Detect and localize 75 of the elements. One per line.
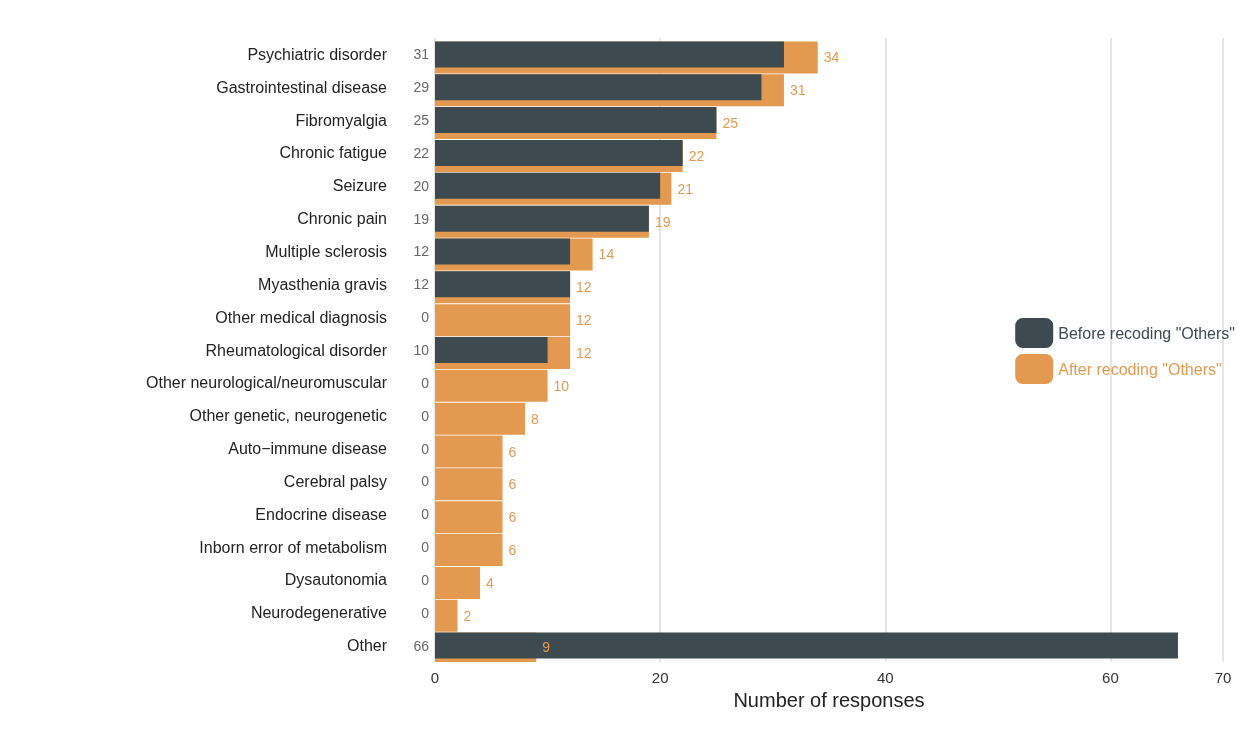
data-label: 19 [413, 210, 430, 227]
data-label: 0 [421, 604, 430, 621]
x-tick-label: 0 [430, 669, 440, 686]
data-label: 0 [421, 407, 430, 424]
data-label: 12 [413, 276, 430, 293]
data-label: 14 [598, 246, 615, 263]
data-label: 29 [413, 79, 430, 96]
data-label: 31 [413, 46, 430, 63]
y-tick-label: Myasthenia gravis [258, 275, 387, 293]
y-tick-label: Gastrointestinal disease [216, 78, 388, 96]
y-tick-label: Dysautonomia [284, 571, 388, 589]
y-tick-label: Inborn error of metabolism [199, 538, 387, 556]
y-tick-label: Rheumatological disorder [205, 341, 388, 359]
data-label: 22 [413, 144, 430, 161]
data-label: 0 [421, 571, 430, 588]
bar [435, 271, 571, 298]
data-label: 12 [576, 279, 592, 296]
data-label: 0 [421, 440, 430, 457]
y-tick-label: Other [346, 637, 388, 655]
data-label: 0 [421, 506, 430, 523]
y-tick-label: Other medical diagnosis [215, 308, 387, 326]
bar [435, 74, 762, 101]
data-label: 12 [576, 345, 592, 361]
data-label: 20 [413, 177, 430, 194]
y-tick-label: Seizure [332, 177, 388, 195]
data-label: 22 [688, 147, 705, 164]
data-label: 6 [508, 476, 517, 493]
y-tick-label: Neurodegenerative [250, 604, 388, 622]
data-label: 0 [421, 309, 430, 326]
data-label: 9 [542, 639, 551, 656]
data-label: 0 [421, 374, 430, 391]
data-label: 6 [508, 443, 517, 460]
data-label: 25 [413, 112, 430, 129]
y-tick-label: Endocrine disease [255, 505, 388, 523]
y-tick-label: Other genetic, neurogenetic [189, 407, 387, 425]
data-label: 31 [789, 82, 806, 99]
bar [435, 238, 571, 265]
y-tick-label: Fibromyalgia [295, 111, 388, 129]
x-tick-label: 60 [1102, 669, 1119, 686]
y-tick-label: Other neurological/neuromuscular [145, 374, 388, 392]
y-tick-label: Chronic fatigue [279, 144, 388, 162]
data-label: 12 [576, 312, 592, 329]
legend-label: Before recoding "Others" [1058, 324, 1235, 342]
data-label: 34 [823, 49, 840, 66]
data-label: 19 [654, 213, 671, 230]
data-label: 25 [722, 115, 739, 132]
data-label: 21 [677, 180, 694, 197]
y-tick-label: Multiple sclerosis [265, 242, 387, 260]
bar [435, 172, 661, 199]
bar [435, 205, 649, 232]
x-tick-label: 20 [651, 669, 669, 686]
data-label: 66 [413, 637, 430, 654]
bar [435, 139, 683, 166]
data-label: 6 [508, 509, 517, 526]
bar [435, 107, 717, 134]
data-label: 10 [553, 377, 570, 394]
data-label: 10 [413, 342, 430, 358]
y-tick-label: Cerebral palsy [283, 472, 387, 490]
data-label: 8 [531, 410, 540, 427]
data-label: 12 [413, 243, 430, 260]
data-label: 4 [486, 574, 495, 591]
legend-label: After recoding "Others" [1058, 360, 1222, 378]
data-label: 6 [508, 542, 517, 559]
data-label: 0 [421, 473, 430, 490]
bar [435, 41, 784, 68]
x-axis-title: Number of responses [733, 689, 925, 711]
x-tick-label: 70 [1214, 669, 1232, 686]
y-tick-label: Chronic pain [297, 210, 387, 228]
bar [435, 337, 548, 363]
bar [435, 632, 1178, 659]
y-tick-label: Auto−immune disease [228, 440, 388, 458]
x-tick-label: 40 [876, 669, 894, 686]
data-label: 2 [463, 607, 472, 624]
y-tick-label: Psychiatric disorder [247, 45, 388, 63]
data-label: 0 [421, 539, 430, 556]
